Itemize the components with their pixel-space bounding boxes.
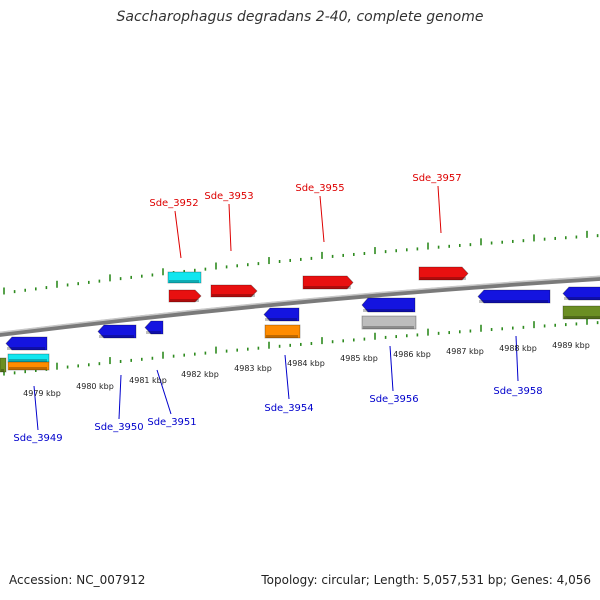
gene-shadow (9, 359, 47, 362)
gene-label-sde-3956[interactable]: Sde_3956 (369, 394, 418, 405)
kbp-label: 4988 kbp (499, 344, 537, 353)
gene-features (0, 266, 600, 373)
gene-arrow-sde-3958[interactable] (477, 289, 551, 304)
gene-arrow-sde-3950[interactable] (97, 324, 137, 339)
gene-label-sde-3951[interactable]: Sde_3951 (147, 417, 196, 428)
gene-arrow-sde-3949[interactable] (5, 336, 48, 351)
forward-tick-ring (3, 230, 599, 295)
gene-shadow (99, 335, 134, 338)
kbp-label: 4979 kbp (23, 389, 61, 398)
gene-label-sde-3958[interactable]: Sde_3958 (493, 386, 542, 397)
leader-line-sde-3953 (228, 203, 232, 252)
gene-label-sde-3952[interactable]: Sde_3952 (149, 198, 198, 209)
leader-line-sde-3957 (437, 185, 442, 234)
gene-label-sde-3954[interactable]: Sde_3954 (264, 403, 313, 414)
gene-shadow (265, 318, 297, 321)
gene-arrow-sde-3955[interactable] (302, 275, 354, 290)
gene-box-orange[interactable] (7, 361, 50, 371)
genome-backbone-highlight (0, 275, 600, 334)
gene-label-sde-3949[interactable]: Sde_3949 (13, 433, 62, 444)
leader-line-sde-3956 (389, 345, 394, 392)
gene-box-cyan[interactable] (167, 271, 202, 284)
gene-arrow-sde-3953[interactable] (210, 284, 258, 298)
kbp-label: 4984 kbp (287, 359, 325, 368)
gene-shadow (212, 294, 255, 297)
gene-label-sde-3957[interactable]: Sde_3957 (412, 173, 461, 184)
gene-label-sde-3950[interactable]: Sde_3950 (94, 422, 143, 433)
leader-line-sde-3952 (174, 210, 182, 259)
kbp-label: 4985 kbp (340, 354, 378, 363)
leader-line-sde-3949 (33, 385, 39, 431)
gene-arrow-blue[interactable] (562, 286, 600, 301)
gene-label-sde-3953[interactable]: Sde_3953 (204, 191, 253, 202)
reverse-tick-ring (3, 317, 599, 376)
kbp-label: 4987 kbp (446, 347, 484, 356)
gene-shadow (169, 280, 199, 283)
gene-arrow-sde-3952[interactable] (168, 289, 202, 303)
map-title: Saccharophagus degradans 2-40, complete … (116, 9, 484, 25)
gene-shadow (1, 369, 4, 372)
genome-backbone (0, 275, 600, 337)
gene-shadow (7, 347, 45, 350)
gene-shadow (146, 331, 161, 334)
gene-arrow-sde-3956[interactable] (361, 297, 416, 313)
gene-box-gray[interactable] (361, 315, 417, 330)
gene-shadow (363, 309, 413, 312)
gene-shadow (363, 326, 414, 329)
gene-shadow (304, 286, 351, 289)
gene-arrow-sde-3954[interactable] (263, 307, 300, 322)
kbp-label: 4980 kbp (76, 382, 114, 391)
gene-shadow (9, 367, 47, 370)
kbp-label: 4986 kbp (393, 350, 431, 359)
leader-line-sde-3954 (284, 354, 290, 400)
gene-shadow (170, 299, 199, 302)
gene-box-orange[interactable] (264, 324, 301, 339)
leader-line-sde-3958 (515, 335, 519, 382)
gene-shadow (479, 300, 548, 303)
forward-label-group: Sde_3952 Sde_3953 Sde_3955 Sde_3957 (149, 173, 462, 259)
gene-arrow-sde-3951[interactable] (144, 320, 164, 335)
leader-line-sde-3955 (319, 195, 325, 243)
accession-text: Accession: NC_007912 (9, 573, 146, 587)
gene-box-olive[interactable] (562, 305, 600, 320)
reverse-label-group: Sde_3949 Sde_3950 Sde_3951 Sde_3954 Sde_… (13, 335, 543, 444)
gene-shadow (266, 335, 298, 338)
kbp-label: 4989 kbp (552, 341, 590, 350)
gene-shadow (420, 277, 466, 280)
kbp-label: 4983 kbp (234, 364, 272, 373)
gene-shadow (564, 297, 600, 300)
leader-line-sde-3950 (118, 374, 122, 420)
kbp-label: 4982 kbp (181, 370, 219, 379)
kbp-scale-labels: 4979 kbp 4980 kbp 4981 kbp 4982 kbp 4983… (23, 341, 590, 398)
gene-arrow-sde-3957[interactable] (418, 266, 469, 281)
kbp-label: 4981 kbp (129, 376, 167, 385)
genome-summary-text: Topology: circular; Length: 5,057,531 bp… (261, 573, 591, 587)
gene-label-sde-3955[interactable]: Sde_3955 (295, 183, 344, 194)
gene-box-olive[interactable] (0, 357, 7, 373)
leader-line-sde-3951 (156, 369, 172, 415)
gene-shadow (564, 316, 600, 319)
